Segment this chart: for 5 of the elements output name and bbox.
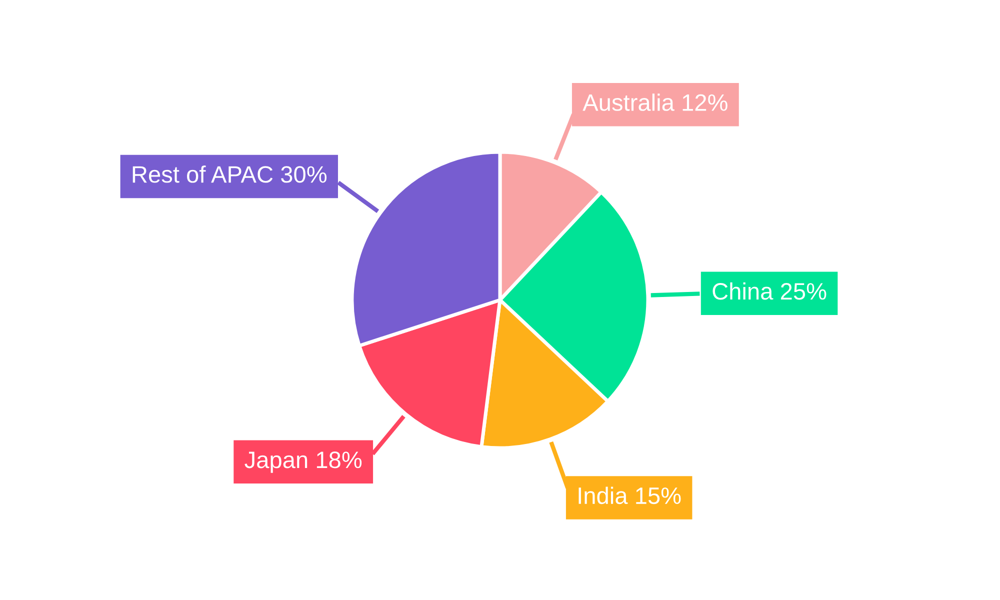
slice-label: China 25%	[712, 282, 826, 300]
slice-label: Rest of APAC 30%	[132, 165, 327, 183]
slice-label: India 15%	[578, 486, 681, 504]
slice-label: Australia 12%	[582, 94, 728, 111]
slice-label: Japan 18%	[244, 452, 362, 473]
